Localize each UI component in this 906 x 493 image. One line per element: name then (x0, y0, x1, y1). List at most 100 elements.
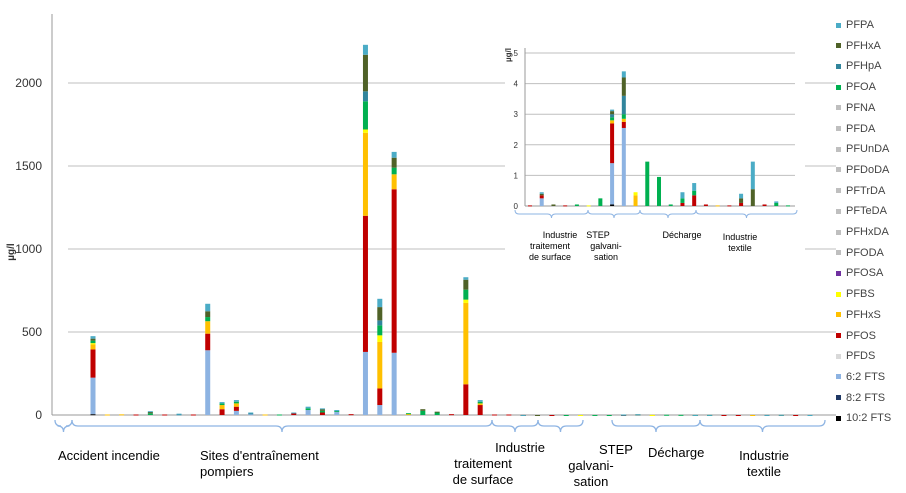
bar-segment (420, 410, 426, 415)
bar-38 (635, 414, 641, 416)
bar-segment (205, 350, 211, 415)
bar-44 (721, 414, 727, 416)
y-tick-label: 2000 (15, 76, 42, 90)
bar-segment (477, 400, 483, 402)
inset-bar-21 (774, 201, 779, 206)
inset-group-label: Industrie textile (723, 232, 758, 253)
main-chart: 0 500 1000 1500 2000 µg/l Accident incendie Sit… (6, 14, 836, 489)
group-label: Industrie traitement de surface (453, 440, 545, 487)
bar-segment (362, 44, 368, 55)
bar-segment (664, 414, 670, 416)
legend-item: PFDoDA (836, 163, 889, 177)
legend-item: PFBS (836, 287, 875, 301)
bar-8 (205, 303, 211, 415)
bar-22 (405, 413, 411, 415)
inset-group-brace (639, 209, 697, 219)
bar-segment (90, 340, 96, 344)
bar-43 (707, 414, 713, 416)
legend-label: PFNA (846, 101, 876, 114)
bar-segment (377, 307, 383, 321)
bar-segment (434, 411, 440, 413)
legend-swatch (836, 43, 841, 49)
bar-segment (219, 409, 225, 415)
inset-y-tick-label: 4 (514, 80, 519, 89)
legend-swatch (836, 105, 841, 111)
bar-segment (362, 54, 368, 92)
inset-bar-segment (610, 117, 615, 121)
inset-bar-segment (621, 118, 626, 122)
bar-18 (348, 414, 354, 416)
inset-y-tick-label: 3 (514, 110, 519, 119)
inset-bar-segment (610, 120, 615, 124)
bar-segment (463, 279, 469, 290)
bar-segment (362, 129, 368, 133)
inset-bar-segment (692, 195, 697, 206)
bar-segment (434, 412, 440, 415)
bar-16 (319, 408, 325, 415)
bar-segment (305, 410, 311, 415)
inset-bar-19 (750, 161, 755, 206)
bar-segment (334, 411, 340, 415)
legend-swatch (836, 291, 841, 297)
inset-bar-segment (680, 202, 685, 206)
inset-bar-17 (727, 205, 732, 207)
inset-bar-segment (621, 127, 626, 206)
bar-segment (377, 298, 383, 308)
bar-32 (549, 414, 555, 416)
inset-bar-segment (610, 114, 615, 118)
inset-bar-segment (657, 176, 661, 206)
bar-segment (793, 414, 799, 416)
bar-segment (119, 414, 125, 416)
inset-chart: 0 1 2 3 4 5µg/l Industrie traitement de surface S… (504, 38, 805, 270)
legend-label: PFDS (846, 350, 876, 363)
inset-bar-segment (680, 198, 685, 203)
bar-15 (305, 406, 311, 415)
bar-17 (334, 410, 340, 415)
bar-20 (377, 298, 383, 415)
bar-segment (133, 414, 139, 416)
inset-bar-13 (680, 192, 685, 206)
inset-y-tick-label: 2 (514, 141, 519, 150)
inset-y-tick-label: 1 (514, 171, 519, 180)
legend-item: PFTrDA (836, 184, 885, 198)
inset-bar-segment (774, 201, 779, 203)
inset-bar-segment (621, 95, 626, 115)
legend-label: 8:2 FTS (846, 391, 886, 404)
group-label: Accident incendie (58, 448, 160, 463)
bar-5 (162, 414, 168, 416)
inset-bar-segment (621, 114, 626, 119)
inset-bar-segment (739, 198, 744, 203)
bar-25 (449, 414, 454, 416)
legend-swatch (836, 208, 841, 214)
bar-49 (793, 414, 799, 416)
bar-segment (90, 377, 96, 415)
bar-segment (721, 414, 727, 416)
bar-39 (649, 414, 655, 416)
y-tick-label: 0 (35, 408, 42, 422)
inset-bar-3 (563, 205, 568, 207)
bar-segment (319, 408, 325, 410)
bar-segment (291, 412, 297, 414)
bar-segment (492, 414, 498, 416)
bar-segment (362, 91, 368, 102)
group-label: Industrie textile (739, 448, 789, 479)
bar-segment (319, 410, 325, 413)
inset-bar-segment (598, 198, 603, 206)
inset-bar-4 (574, 204, 579, 206)
bar-segment (449, 414, 454, 416)
bar-segment (205, 333, 211, 351)
bar-segment (391, 167, 397, 175)
bar-segment (391, 174, 397, 190)
inset-bar-segment (703, 204, 708, 206)
legend-item: PFHxS (836, 308, 881, 322)
inset-bar-segment (621, 71, 626, 78)
bar-segment (319, 409, 325, 411)
bar-segment (377, 405, 383, 415)
bar-segment (362, 215, 368, 352)
legend-swatch (836, 415, 841, 421)
bar-26 (463, 277, 469, 415)
bar-48 (778, 414, 784, 416)
bar-segment (90, 336, 96, 339)
bar-42 (692, 414, 698, 416)
